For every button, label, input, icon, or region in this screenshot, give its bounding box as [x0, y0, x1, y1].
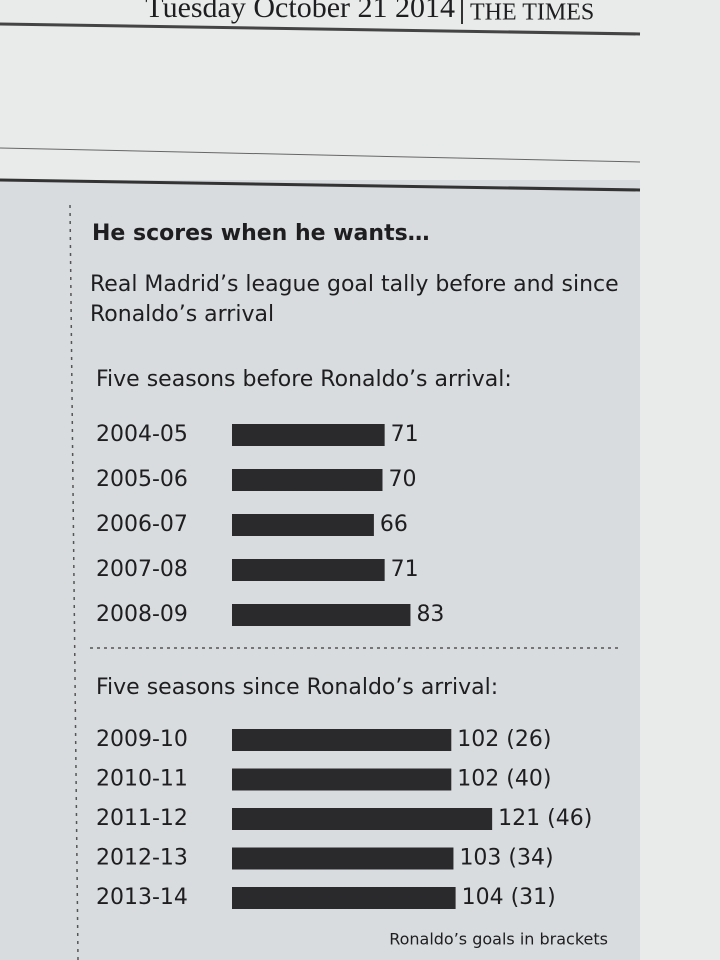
bar [232, 808, 493, 830]
dotted-rule [69, 204, 79, 960]
category-label: 2009-10 [96, 727, 188, 752]
category-label: 2005-06 [96, 467, 188, 492]
value-label: 66 [380, 512, 408, 537]
header-rule [0, 22, 641, 36]
bar [232, 847, 454, 870]
header-paper: THE TIMES [470, 0, 594, 26]
value-label: 71 [391, 422, 419, 447]
bar [232, 514, 374, 536]
bar [232, 469, 383, 491]
value-label: 83 [416, 602, 444, 627]
graphic-title: He scores when he wants… [92, 221, 430, 246]
panel-title: Five seasons before Ronaldo’s arrival: [96, 367, 512, 392]
graphic-subtitle: Real Madrid’s league goal tally before a… [90, 272, 619, 327]
value-label: 102 (40) [457, 767, 551, 792]
panel-rule [0, 178, 641, 192]
bar [232, 559, 385, 581]
value-label: 103 (34) [459, 846, 553, 871]
category-label: 2012-13 [96, 846, 188, 871]
value-label: 102 (26) [457, 727, 551, 752]
section-rule [0, 147, 641, 163]
subtitle-box: Real Madrid’s league goal tally before a… [90, 272, 619, 327]
category-label: 2010-11 [96, 767, 188, 792]
note: Ronaldo’s goals in brackets [389, 930, 608, 949]
bar [232, 768, 452, 791]
value-label: 121 (46) [498, 806, 592, 831]
value-label: 70 [389, 467, 417, 492]
category-label: 2011-12 [96, 806, 188, 831]
category-label: 2013-14 [96, 885, 188, 910]
value-label: 71 [391, 557, 419, 582]
category-label: 2007-08 [96, 557, 188, 582]
bar [232, 424, 385, 446]
category-label: 2008-09 [96, 602, 188, 627]
bar [232, 604, 411, 626]
bar [232, 887, 456, 909]
value-label: 104 (31) [462, 885, 556, 910]
bar [232, 729, 452, 751]
panel-title: Five seasons since Ronaldo’s arrival: [96, 675, 498, 700]
category-label: 2006-07 [96, 512, 188, 537]
category-label: 2004-05 [96, 422, 188, 447]
header-date: Tuesday October 21 2014 [145, 0, 455, 24]
